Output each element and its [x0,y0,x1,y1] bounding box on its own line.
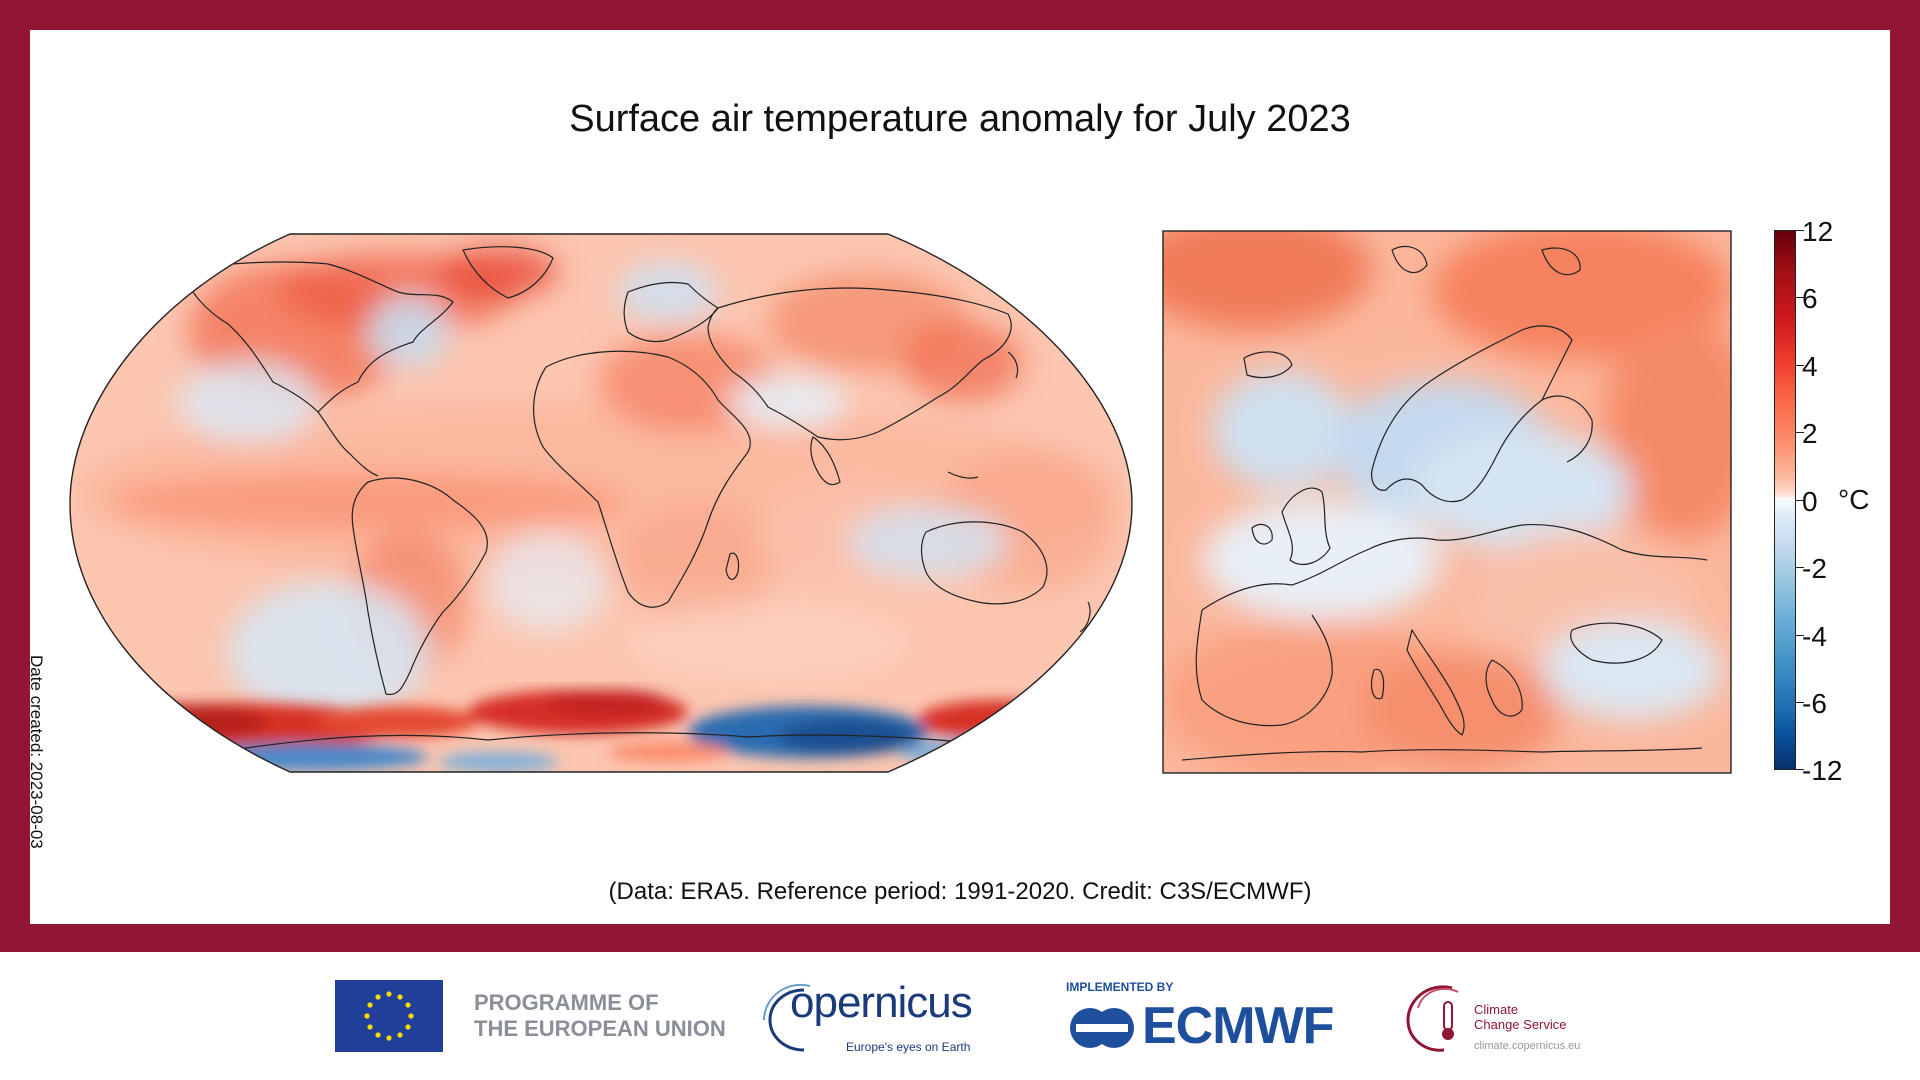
colorbar-label: 4 [1802,351,1818,382]
copernicus-tagline: Europe's eyes on Earth [846,1040,971,1054]
copernicus-logo: opernicus Europe's eyes on Earth [762,978,973,1058]
global-map [69,233,1133,773]
footer [0,952,1920,1080]
colorbar-label: -12 [1802,755,1843,786]
colorbar-label: 12 [1802,216,1834,247]
colorbar-unit: °C [1838,484,1870,515]
c3s-url: climate.copernicus.eu [1474,1040,1581,1052]
c3s-name-line-1: Climate [1474,1002,1519,1017]
colorbar-label: 0 [1802,486,1818,517]
colorbar-label: -4 [1802,621,1827,652]
colorbar-tick [1796,297,1804,298]
colorbar-tick [1796,702,1804,703]
programme-eu-text: PROGRAMME OF THE EUROPEAN UNION [474,990,726,1042]
colorbar-tick [1796,365,1804,366]
c3s-logo: Climate Change Service climate.copernicu… [1402,978,1602,1058]
implemented-by-label: IMPLEMENTED BY [1066,980,1174,994]
eu-flag-logo [335,980,443,1052]
colorbar-tick [1796,230,1804,231]
colorbar-gradient [1774,230,1796,770]
programme-line-1: PROGRAMME OF [474,990,659,1015]
colorbar-tick [1796,432,1804,433]
colorbar-label: 2 [1802,418,1818,449]
date-created-label: Date created: 2023-08-03 [27,655,46,849]
colorbar-label: -2 [1802,553,1827,584]
ecmwf-wordmark: ECMWF [1142,997,1334,1055]
data-credit: (Data: ERA5. Reference period: 1991-2020… [608,878,1312,905]
colorbar-label: -6 [1802,688,1827,719]
colorbar-tick [1796,567,1804,568]
c3s-name-line-2: Change Service [1474,1017,1567,1032]
colorbar-tick [1796,769,1804,770]
colorbar-tick [1796,500,1804,501]
colorbar: 12 6 4 2 0 -2 -4 -6 -12 °C [1774,216,1884,786]
europe-map [1162,230,1732,774]
figure-title: Surface air temperature anomaly for July… [569,98,1351,140]
colorbar-tick [1796,635,1804,636]
copernicus-wordmark: opernicus [790,978,973,1027]
programme-line-2: THE EUROPEAN UNION [474,1016,726,1041]
c3s-name: Climate Change Service [1474,1002,1567,1032]
ecmwf-logo: ECMWF [1066,996,1356,1056]
colorbar-label: 6 [1802,283,1818,314]
